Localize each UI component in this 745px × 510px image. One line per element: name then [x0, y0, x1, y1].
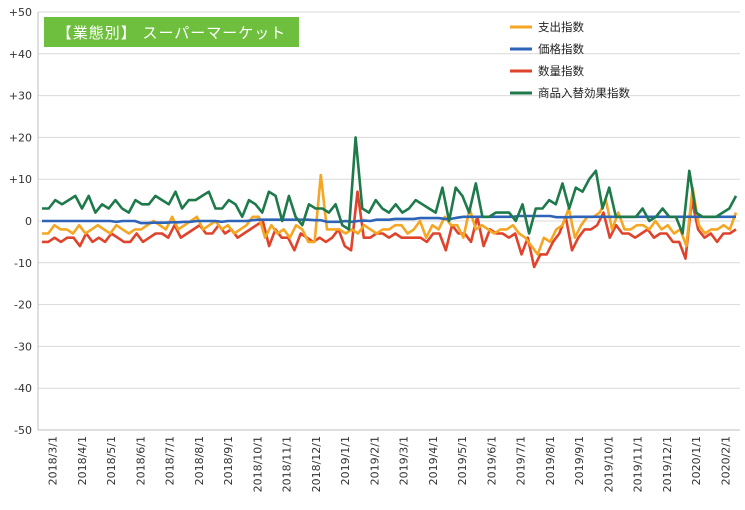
legend-label: 支出指数: [538, 20, 584, 34]
x-tick-label: 2018/9/1: [222, 436, 235, 485]
x-tick-label: 2018/11/1: [281, 436, 294, 492]
y-tick-label: +40: [9, 48, 32, 61]
x-tick-label: 2018/7/1: [164, 436, 177, 485]
y-tick-label: -20: [14, 299, 32, 312]
legend-label: 商品入替効果指数: [538, 86, 630, 100]
x-tick-label: 2019/3/1: [398, 436, 411, 485]
chart-title: 【業態別】 スーパーマーケット: [44, 17, 299, 47]
x-tick-label: 2019/12/1: [661, 436, 674, 492]
y-tick-label: -30: [14, 340, 32, 353]
y-tick-label: +10: [9, 173, 32, 186]
legend-label: 価格指数: [538, 42, 584, 56]
x-tick-label: 2018/6/1: [134, 436, 147, 485]
x-tick-label: 2019/8/1: [544, 436, 557, 485]
x-tick-label: 2018/5/1: [105, 436, 118, 485]
x-axis-ticks: 2018/3/1 2018/4/1 2018/5/1 2018/6/1 2018/7/1…: [47, 436, 733, 492]
y-tick-label: +50: [9, 6, 32, 19]
series-line-2: [42, 190, 737, 269]
x-tick-label: 2018/8/1: [193, 436, 206, 485]
series-lines: [42, 136, 738, 269]
y-tick-label: -50: [14, 424, 32, 437]
y-tick-label: 0: [25, 215, 32, 228]
x-tick-label: 2019/5/1: [456, 436, 469, 485]
x-tick-label: 2019/1/1: [339, 436, 352, 485]
y-axis-ticks: -50 -40 -30 -20 -10 0 +10 +20 +30 +40 +50: [9, 6, 32, 437]
x-tick-label: 2019/9/1: [573, 436, 586, 485]
x-tick-label: 2019/10/1: [602, 436, 615, 492]
legend-label: 数量指数: [538, 64, 584, 78]
x-tick-label: 2018/12/1: [310, 436, 323, 492]
x-tick-label: 2019/7/1: [515, 436, 528, 485]
x-tick-label: 2019/6/1: [485, 436, 498, 485]
x-tick-label: 2018/4/1: [76, 436, 89, 485]
x-tick-label: 2019/4/1: [427, 436, 440, 485]
chart-title-text: 【業態別】 スーパーマーケット: [56, 23, 287, 42]
x-tick-label: 2020/1/1: [690, 436, 703, 485]
series-line-3: [42, 136, 738, 235]
y-tick-label: +30: [9, 90, 32, 103]
x-tick-label: 2018/3/1: [47, 436, 60, 485]
x-tick-label: 2019/2/1: [368, 436, 381, 485]
x-tick-label: 2019/11/1: [632, 436, 645, 492]
x-tick-label: 2018/10/1: [251, 436, 264, 492]
x-tick-label: 2020/2/1: [719, 436, 732, 485]
y-tick-label: -40: [14, 382, 32, 395]
y-tick-label: -10: [14, 257, 32, 270]
y-tick-label: +20: [9, 131, 32, 144]
series-line-0: [42, 173, 738, 256]
